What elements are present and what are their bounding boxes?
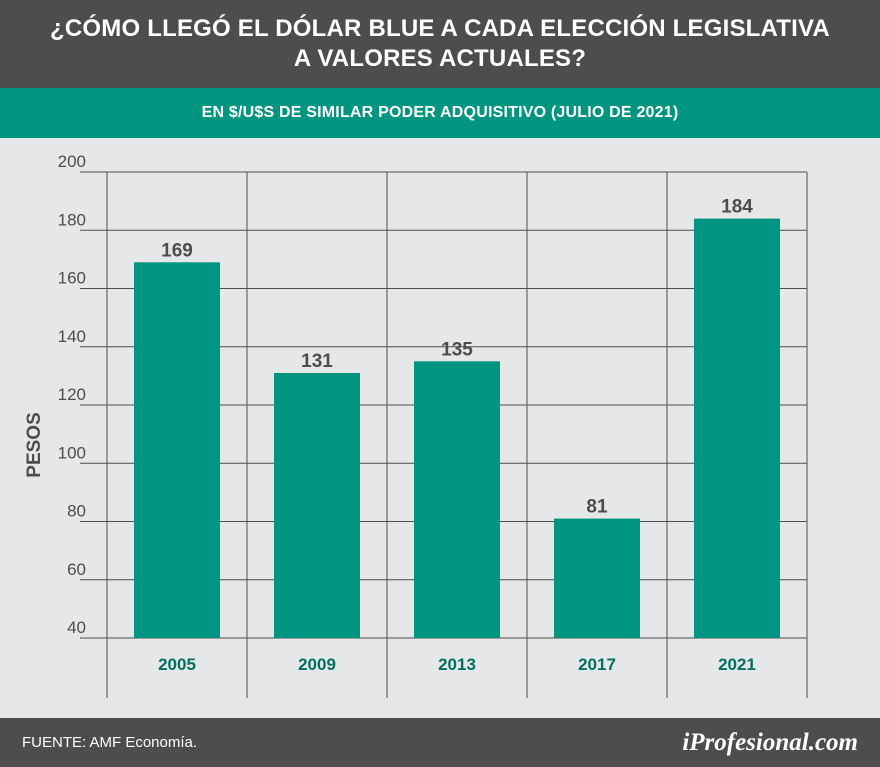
x-category-label: 2005 xyxy=(158,655,196,674)
x-category-label: 2013 xyxy=(438,655,476,674)
chart-title-line-1: ¿CÓMO LLEGÓ EL DÓLAR BLUE A CADA ELECCIÓ… xyxy=(50,15,830,42)
bar-2005 xyxy=(134,262,220,638)
source-note: FUENTE: AMF Economía. xyxy=(22,734,198,751)
x-category-label: 2017 xyxy=(578,655,616,674)
bar-value-label: 81 xyxy=(586,497,608,518)
bar-value-label: 131 xyxy=(301,351,333,372)
bar-2013 xyxy=(414,361,500,638)
bar-chart: 40 60 80 100 120 140 160 180 200 PESOS 169 2005 131 2… xyxy=(24,152,808,698)
chart-title-line-2: A VALORES ACTUALES? xyxy=(293,45,587,72)
chart-area: 40 60 80 100 120 140 160 180 200 PESOS 169 2005 131 2… xyxy=(0,138,880,718)
chart-header: ¿CÓMO LLEGÓ EL DÓLAR BLUE A CADA ELECCIÓ… xyxy=(0,0,880,88)
y-tick-label: 80 xyxy=(67,502,86,521)
bar-2009 xyxy=(274,372,360,638)
bar-value-label: 135 xyxy=(441,339,473,360)
y-axis-label: PESOS xyxy=(24,412,45,477)
bar-value-label: 169 xyxy=(161,240,193,261)
x-category-label: 2009 xyxy=(298,655,336,674)
bar-2017 xyxy=(554,518,640,638)
brand-logo: iProfesional.com xyxy=(682,728,858,756)
y-tick-label: 100 xyxy=(58,443,86,462)
chart-subtitle-bar: EN $/U$S DE SIMILAR PODER ADQUISITIVO (J… xyxy=(0,88,880,138)
bar-value-label: 184 xyxy=(721,197,753,218)
y-tick-label: 40 xyxy=(67,618,86,637)
footer: FUENTE: AMF Economía. iProfesional.com xyxy=(0,718,880,767)
y-tick-label: 200 xyxy=(58,152,86,171)
x-category-label: 2021 xyxy=(718,655,756,674)
y-tick-label: 160 xyxy=(58,269,86,288)
y-tick-label: 60 xyxy=(67,560,86,579)
y-tick-label: 180 xyxy=(58,210,86,229)
y-tick-label: 120 xyxy=(58,385,86,404)
bar-2021 xyxy=(694,218,780,638)
chart-subtitle: EN $/U$S DE SIMILAR PODER ADQUISITIVO (J… xyxy=(201,104,679,121)
y-tick-label: 140 xyxy=(58,327,86,346)
